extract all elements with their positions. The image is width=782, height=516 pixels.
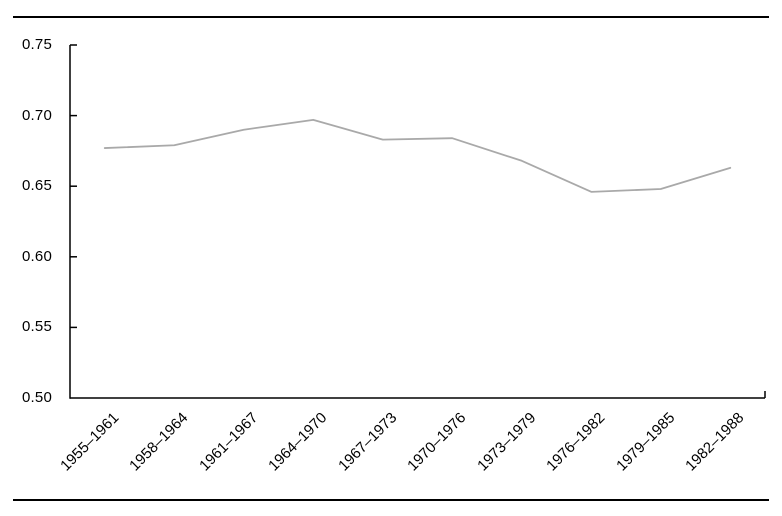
y-tick-label: 0.60	[22, 247, 52, 265]
y-tick-label: 0.50	[22, 389, 52, 406]
top-rule	[13, 16, 769, 18]
bottom-rule	[13, 499, 769, 501]
y-tick-label: 0.65	[22, 177, 52, 195]
y-tick-label: 0.75	[22, 36, 52, 53]
data-series-line	[103, 118, 732, 193]
y-tick-label: 0.70	[22, 106, 52, 124]
y-tick-label: 0.55	[22, 318, 52, 336]
